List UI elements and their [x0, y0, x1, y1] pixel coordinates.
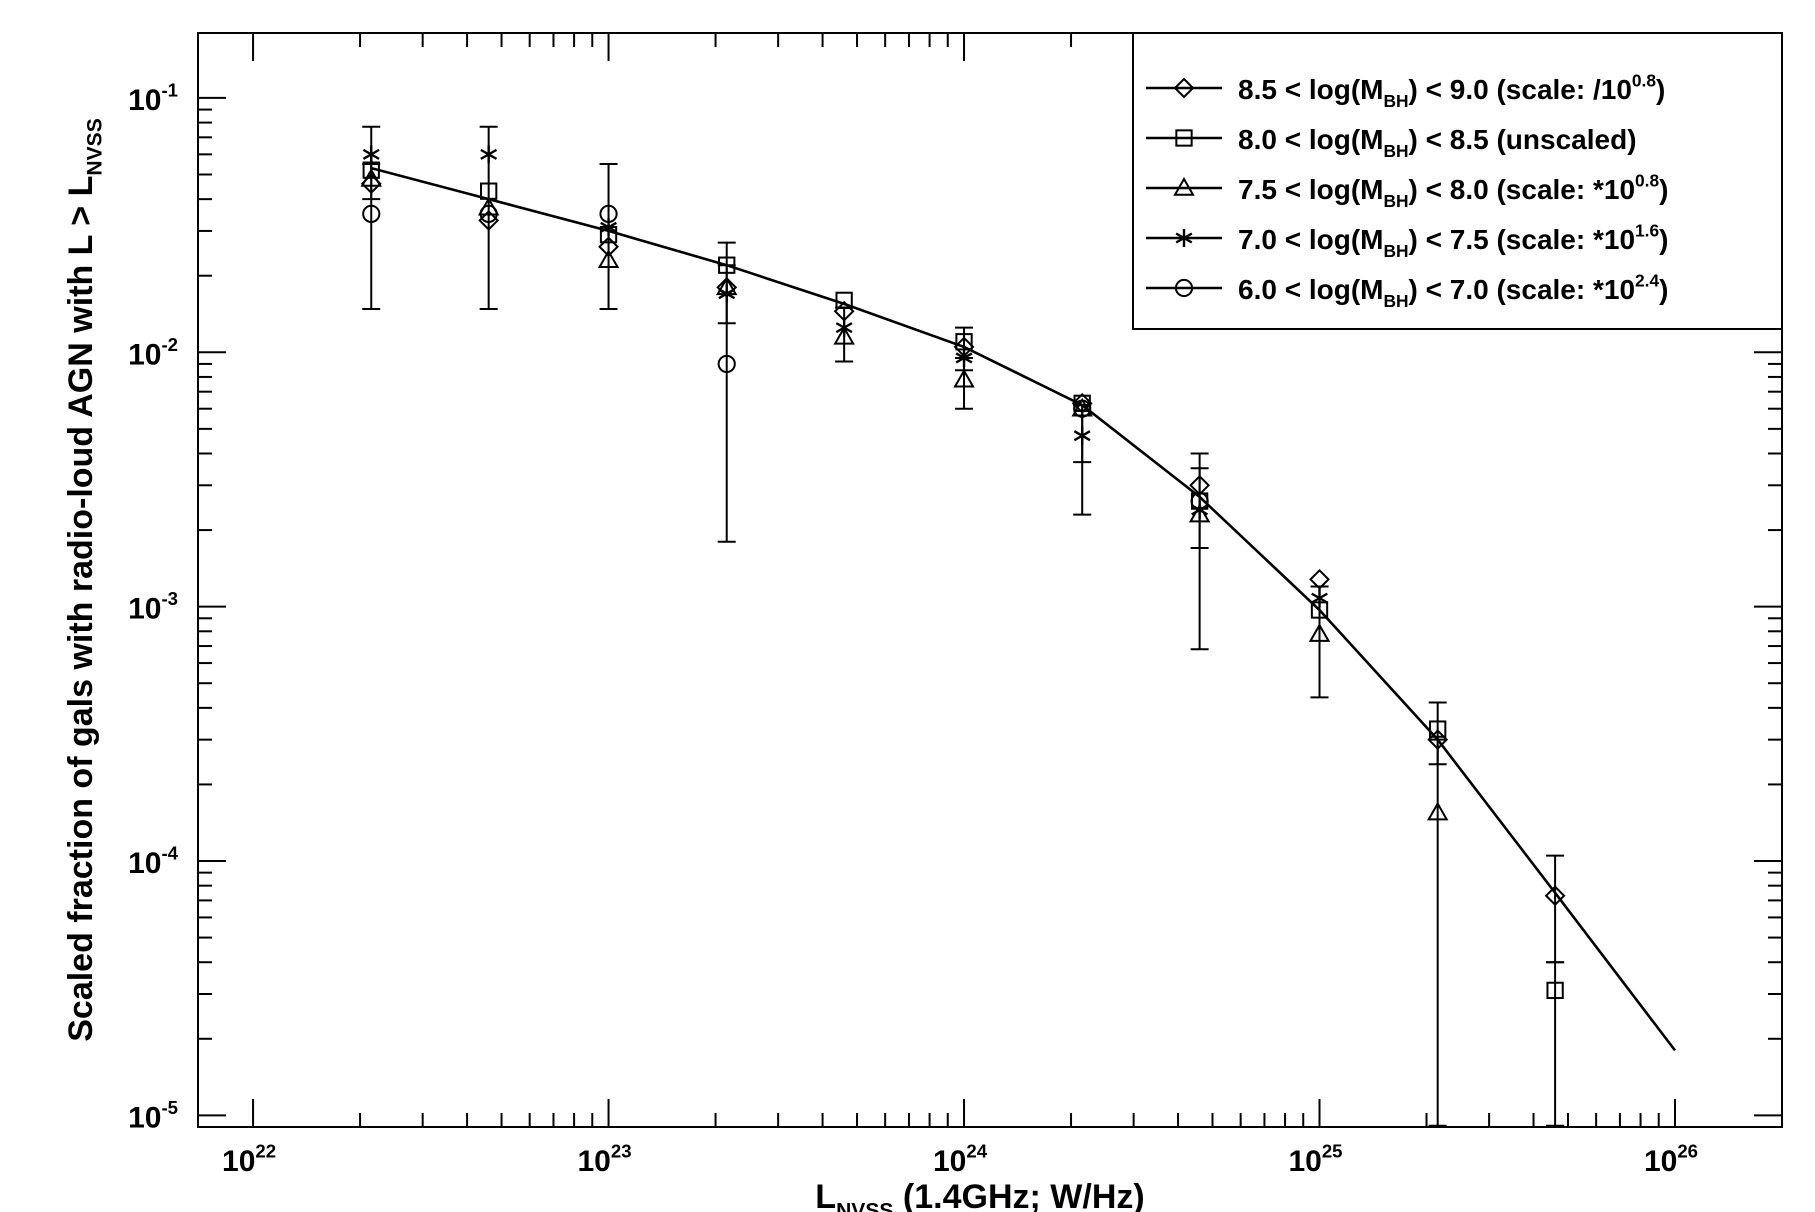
legend-marker-circle [1174, 278, 1194, 298]
y-tick-label: 10-3 [128, 588, 178, 626]
x-tick-label: 1022 [222, 1141, 276, 1179]
legend-marker-asterisk [1175, 229, 1193, 247]
legend-marker-diamond [1173, 77, 1195, 99]
x-tick-label: 1024 [933, 1141, 988, 1179]
legend-label: 8.0 < log(MBH) < 8.5 (unscaled) [1238, 124, 1637, 161]
point-asterisk [1311, 589, 1328, 608]
x-tick-label: 1025 [1288, 1141, 1342, 1179]
point-asterisk [955, 348, 973, 367]
legend-box [1132, 32, 1783, 330]
point-circle [1190, 491, 1209, 511]
point-asterisk [835, 318, 853, 337]
point-square [1546, 981, 1564, 1000]
legend-label: 8.5 < log(MBH) < 9.0 (scale: /100.8) [1238, 70, 1665, 110]
point-triangle [953, 368, 975, 388]
point-triangle [1308, 623, 1331, 642]
x-tick-label: 1026 [1644, 1141, 1698, 1179]
y-tick-label: 10-2 [128, 334, 178, 372]
point-circle [599, 204, 618, 224]
x-axis-label: LNVSS (1.4GHz; W/Hz) [815, 1178, 1144, 1212]
point-circle [717, 354, 736, 374]
legend-label: 6.0 < log(MBH) < 7.0 (scale: *102.4) [1238, 270, 1669, 310]
y-axis-label: Scaled fraction of gals with radio-loud … [62, 118, 107, 1042]
y-tick-label: 10-5 [128, 1097, 178, 1135]
y-tick-label: 10-1 [128, 79, 178, 117]
point-triangle [1426, 801, 1449, 821]
legend-label: 7.5 < log(MBH) < 8.0 (scale: *100.8) [1238, 170, 1669, 210]
legend-label: 7.0 < log(MBH) < 7.5 (scale: *101.6) [1238, 220, 1669, 260]
point-circle [1073, 399, 1092, 418]
plot-frame [197, 32, 1783, 1128]
legend-marker-square [1175, 129, 1193, 147]
y-tick-label: 10-4 [128, 843, 179, 881]
point-square [1429, 720, 1447, 738]
point-asterisk [362, 145, 380, 164]
legend-marker-triangle [1173, 176, 1195, 196]
fit-line [370, 166, 1677, 1052]
point-circle [479, 204, 498, 224]
point-circle [362, 204, 381, 224]
x-tick-label: 1023 [578, 1141, 632, 1179]
point-diamond [1544, 885, 1566, 907]
